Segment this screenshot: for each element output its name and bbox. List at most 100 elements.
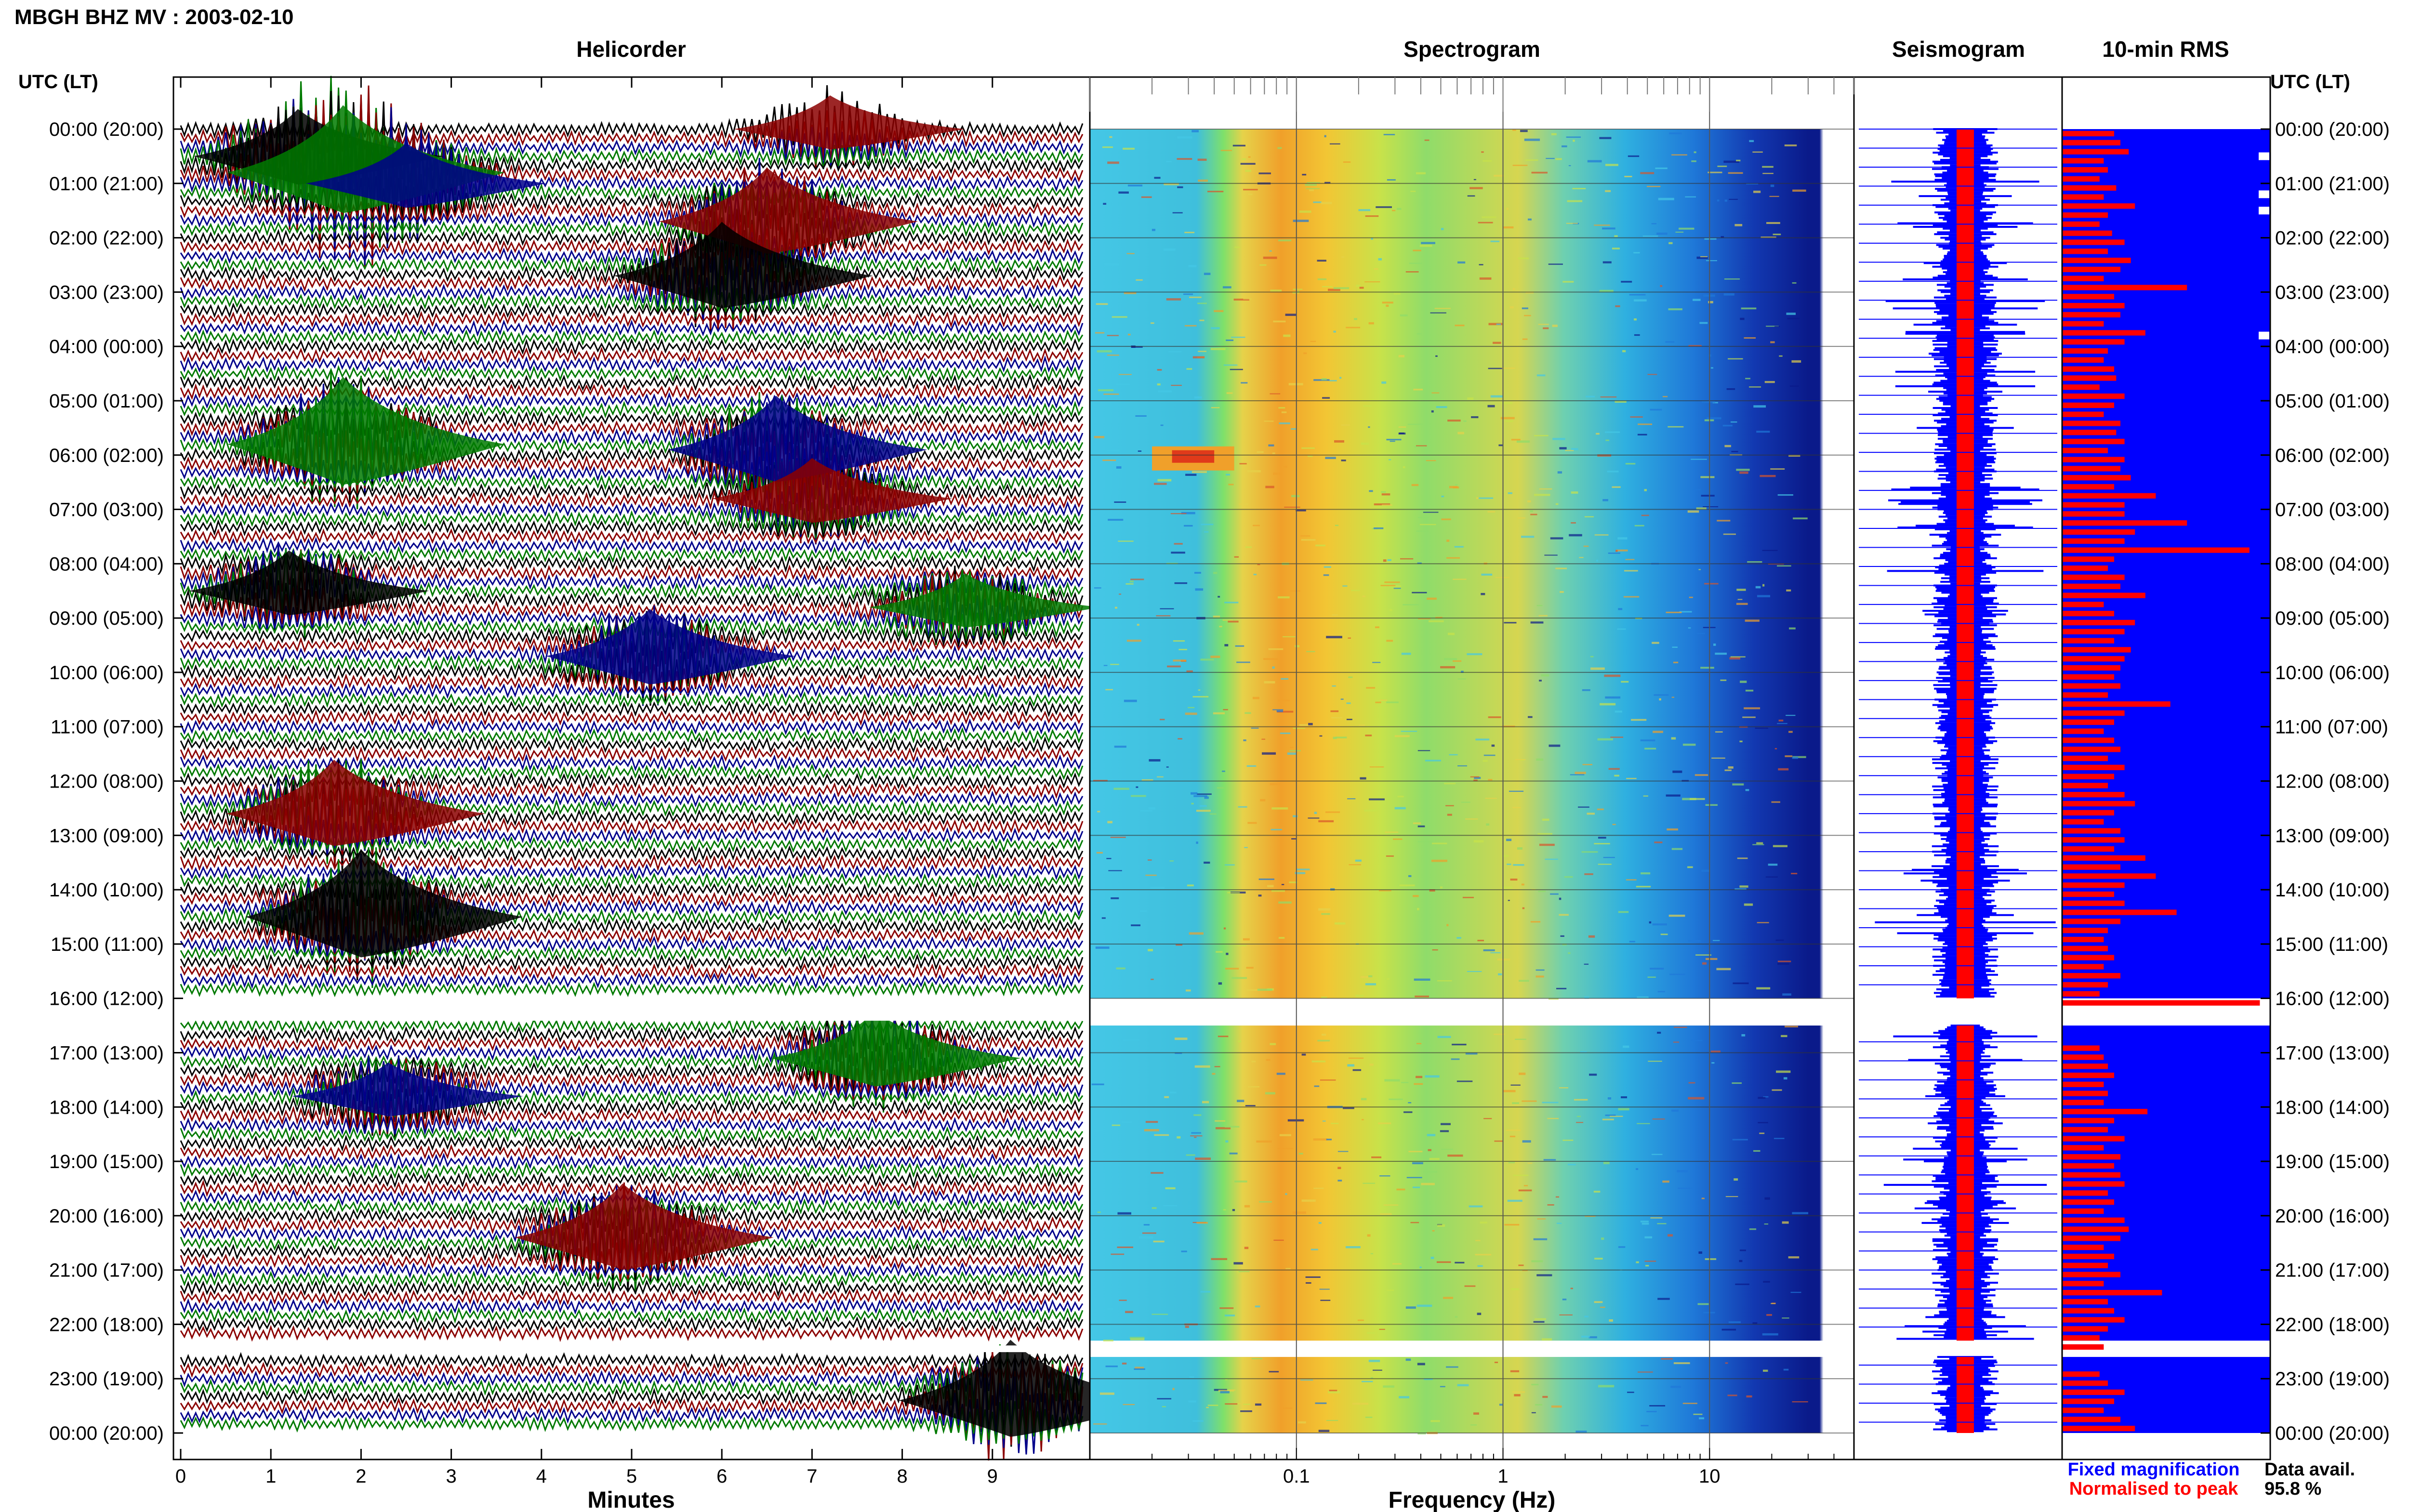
spectrogram-pixel — [1386, 304, 1389, 307]
spectrogram-pixel — [1533, 1238, 1548, 1240]
spectrogram-pixel — [1291, 495, 1300, 498]
helicorder-trace — [180, 1152, 1084, 1170]
rms-bar — [2062, 1398, 2114, 1404]
spectrogram-pixel — [1633, 252, 1640, 254]
spectrogram-pixel — [1665, 341, 1675, 343]
helicorder-event — [733, 95, 965, 149]
spectrogram-pixel — [1234, 246, 1240, 248]
spectrogram-pixel — [1441, 228, 1444, 230]
spectrogram-pixel — [1124, 292, 1137, 294]
x-tick-label-minutes: 0 — [175, 1466, 186, 1487]
helicorder-trace — [180, 91, 1084, 238]
spectrogram-pixel — [1688, 627, 1691, 629]
spectrogram-pixel — [1778, 719, 1784, 722]
spectrogram-pixel — [1231, 977, 1247, 979]
spectrogram-pixel — [1364, 281, 1380, 283]
spectrogram-pixel — [1605, 1114, 1616, 1116]
spectrogram-pixel — [1413, 895, 1419, 897]
spectrogram-pixel — [1177, 186, 1183, 188]
time-label-right: 00:00 (20:00) — [2275, 1423, 2390, 1444]
spectrogram-pixel — [1198, 689, 1201, 691]
spectrogram-pixel — [1278, 937, 1285, 939]
spectrogram-pixel — [1225, 968, 1239, 970]
spectrogram-pixel — [1269, 1371, 1279, 1373]
spectrogram-pixel — [1725, 1362, 1728, 1364]
spectrogram-pixel — [1410, 1222, 1419, 1223]
spectrogram-pixel — [1360, 976, 1373, 978]
spectrogram-pixel — [1542, 1102, 1559, 1104]
spectrogram-pixel — [1239, 503, 1248, 505]
spectrogram-pixel — [1527, 500, 1531, 502]
rms-bar — [2062, 991, 2100, 997]
spectrogram-pixel — [1688, 345, 1702, 347]
helicorder-trace — [180, 1005, 1084, 1101]
spectrogram-pixel — [1579, 557, 1584, 558]
spectrogram-pixel — [1403, 466, 1405, 469]
spectrogram-pixel — [1649, 921, 1652, 924]
spectrogram-pixel — [1724, 199, 1727, 202]
spectrogram-pixel — [1753, 190, 1761, 193]
rms-bar — [2062, 466, 2120, 472]
spectrogram-pixel — [1594, 843, 1610, 844]
seismogram-panel — [1859, 128, 2057, 1433]
header-spectrogram: Spectrogram — [1403, 37, 1540, 62]
spectrogram-pixel — [1369, 766, 1384, 768]
rms-bar — [2062, 176, 2100, 182]
time-label-right: 20:00 (16:00) — [2275, 1206, 2390, 1227]
time-labels-left: 00:00 (20:00)01:00 (21:00)02:00 (22:00)0… — [49, 119, 164, 1444]
spectrogram-pixel — [1284, 466, 1287, 468]
spectrogram-pixel — [1551, 1405, 1562, 1408]
spectrogram-pixel — [1202, 1101, 1209, 1104]
spectrogram-pixel — [1765, 876, 1778, 878]
spectrogram-pixel — [1346, 719, 1352, 721]
spectrogram-pixel — [1327, 1391, 1340, 1394]
rms-bar — [2062, 230, 2112, 236]
rms-bar — [2062, 194, 2104, 200]
spectrogram-pixel — [1762, 550, 1778, 551]
spectrogram-pixel — [1183, 293, 1193, 295]
spectrogram-pixel — [1549, 998, 1559, 1000]
spectrogram-pixel — [1742, 716, 1756, 718]
spectrogram-pixel — [1559, 914, 1569, 916]
spectrogram-pixel — [1248, 193, 1253, 196]
spectrogram-pixel — [1226, 339, 1234, 342]
rms-bar — [2062, 674, 2114, 680]
rms-bar — [2062, 1317, 2125, 1323]
helicorder-trace — [180, 1279, 1084, 1297]
spectrogram-pixel — [1314, 812, 1317, 814]
spectrogram-pixel — [1531, 171, 1548, 174]
spectrogram-pixel — [1337, 1180, 1342, 1182]
spectrogram-pixel — [1279, 1134, 1292, 1136]
spectrogram-pixel — [1163, 248, 1176, 251]
x-tick-label-minutes: 3 — [446, 1466, 456, 1487]
spectrogram-pixel — [1594, 1301, 1603, 1303]
spectrogram-pixel — [1600, 396, 1617, 398]
spectrogram-pixel — [1652, 923, 1667, 926]
spectrogram-pixel — [1678, 1187, 1692, 1189]
time-label-left: 21:00 (17:00) — [49, 1260, 164, 1281]
spectrogram-pixel — [1122, 1362, 1127, 1365]
rms-bar — [2062, 475, 2131, 481]
spectrogram-pixel — [1196, 841, 1198, 844]
spectrogram-pixel — [1565, 450, 1574, 451]
rms-bar — [2062, 611, 2114, 617]
spectrogram-pixel — [1419, 1266, 1422, 1268]
spectrogram-pixel — [1587, 813, 1595, 815]
time-label-left: 14:00 (10:00) — [49, 880, 164, 901]
spectrogram-pixel — [1594, 534, 1609, 536]
spectrogram-pixel — [1771, 801, 1780, 803]
spectrogram-pixel — [1124, 699, 1137, 702]
helicorder-trace — [180, 1012, 1084, 1113]
spectrogram-pixel — [1584, 873, 1593, 875]
spectrogram-pixel — [1478, 222, 1493, 224]
spectrogram-pixel — [1782, 993, 1791, 996]
spectrogram-pixel — [1702, 962, 1707, 965]
spectrogram-pixel — [1756, 431, 1770, 433]
spectrogram-pixel — [1152, 229, 1156, 231]
spectrogram-pixel — [1441, 496, 1444, 498]
spectrogram-pixel — [1467, 397, 1474, 400]
spectrogram-pixel — [1116, 967, 1125, 970]
spectrogram-pixel — [1140, 810, 1152, 812]
spectrogram-pixel — [1333, 736, 1337, 739]
spectrogram-pixel — [1234, 1180, 1247, 1183]
